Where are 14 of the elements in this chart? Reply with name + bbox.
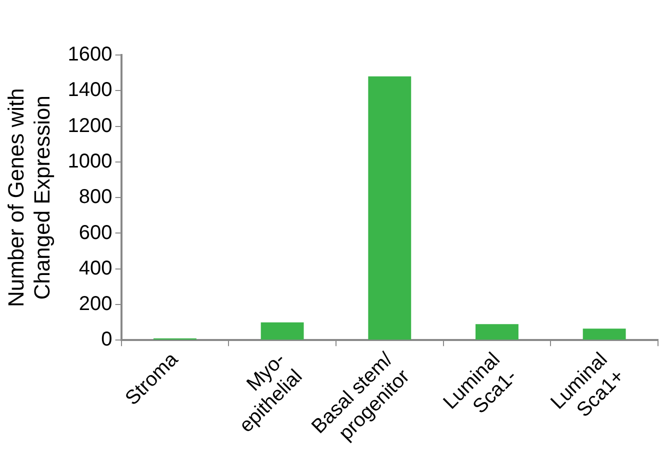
bar	[260, 322, 304, 340]
y-tick-label: 1400	[68, 79, 112, 102]
y-tick-label: 1200	[68, 114, 112, 137]
bar	[476, 324, 518, 340]
y-tick-label: 1000	[68, 150, 112, 172]
y-axis-title: Number of Genes with Changed Expression	[3, 88, 55, 308]
y-tick-label: 200	[78, 293, 112, 316]
y-tick-label: 800	[78, 186, 112, 208]
bar	[368, 76, 412, 340]
bar	[582, 328, 626, 340]
y-tick-label: 600	[78, 222, 112, 244]
y-tick-label: 0	[101, 328, 112, 351]
y-tick-label: 400	[78, 257, 112, 280]
y-tick-label: 1600	[68, 44, 112, 66]
